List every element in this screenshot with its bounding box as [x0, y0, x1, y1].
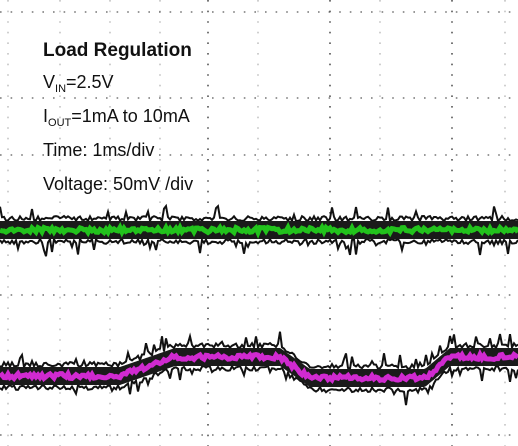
trace-noise	[0, 364, 518, 406]
annotation-text: =1mA to 10mA	[71, 106, 190, 126]
annotation-text: =2.5V	[66, 72, 114, 92]
title: Load Regulation	[43, 40, 192, 61]
annotation-text: V	[43, 72, 55, 92]
annotation: IOUT=1mA to 10mA	[43, 106, 190, 129]
annotation-text: Voltage: 50mV /div	[43, 174, 193, 194]
annotation: Time: 1ms/div	[43, 140, 154, 160]
annotation: VIN=2.5V	[43, 72, 114, 95]
annotation-text: Time: 1ms/div	[43, 140, 154, 160]
annotations: VIN=2.5V IOUT=1mA to 10mA Time: 1ms/div Vol…	[43, 72, 193, 194]
traces	[0, 203, 518, 406]
annotation: Voltage: 50mV /div	[43, 174, 193, 194]
annotation-text: I	[43, 106, 48, 126]
annotation-subscript: OUT	[48, 117, 72, 129]
trace-line	[0, 221, 518, 239]
annotation-subscript: IN	[55, 83, 66, 95]
trace-noise	[0, 331, 518, 371]
trace-noise	[0, 203, 518, 224]
trace-line	[0, 348, 518, 384]
trace-noise	[0, 236, 518, 257]
